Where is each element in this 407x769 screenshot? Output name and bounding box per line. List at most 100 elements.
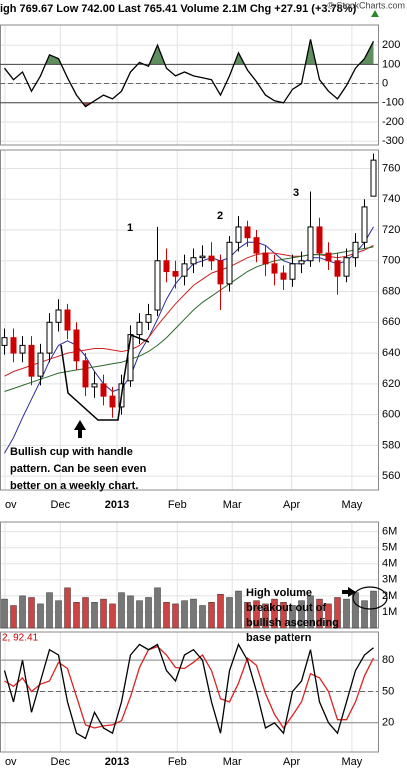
annotation: High volume <box>246 587 312 599</box>
candle-body <box>154 260 161 311</box>
candle-body <box>46 321 53 354</box>
annotation: Bullish cup with handle <box>10 446 133 458</box>
volume-bar <box>37 603 44 629</box>
candle-body <box>325 252 332 262</box>
volume-bar <box>253 600 260 629</box>
x-tick-label: ov <box>5 756 17 768</box>
candle-body <box>370 159 377 197</box>
y-tick-label: 100 <box>382 58 400 70</box>
y-tick-label: 4M <box>382 558 397 570</box>
volume-bar <box>208 602 215 629</box>
up-arrow-icon <box>371 10 379 17</box>
volume-bar <box>154 587 161 629</box>
candle-body <box>109 395 116 408</box>
y-tick-label: 6M <box>382 526 397 538</box>
candle-body <box>181 263 188 277</box>
y-tick-label: 740 <box>382 193 400 205</box>
candle-body <box>280 272 287 280</box>
panel-frame <box>0 24 379 146</box>
volume-bar <box>127 595 134 629</box>
x-tick-label: Apr <box>283 756 300 768</box>
y-tick-label: -200 <box>382 116 404 128</box>
candle-body <box>73 329 80 362</box>
candle-body <box>100 383 107 397</box>
x-tick-label: 2013 <box>105 499 129 511</box>
volume-bar <box>19 595 26 629</box>
volume-bar <box>10 605 17 629</box>
annotation: bullish ascending <box>246 617 339 629</box>
annotation: 1 <box>127 222 133 234</box>
candle-body <box>190 257 197 265</box>
volume-bar <box>181 600 188 629</box>
volume-bar <box>82 597 89 629</box>
annotation: better on a weekly chart. <box>10 480 138 492</box>
volume-bar <box>109 603 116 629</box>
cup-outline <box>60 333 150 421</box>
volume-bar <box>280 602 287 629</box>
y-tick-label: 50 <box>382 685 394 697</box>
copyright: © StockCharts.com <box>327 0 405 10</box>
volume-bar <box>361 600 368 629</box>
y-tick-label: -300 <box>382 135 404 147</box>
volume-bar <box>334 597 341 629</box>
volume-bar <box>73 602 80 629</box>
right-arrow <box>342 587 356 597</box>
y-tick-label: 2M <box>382 590 397 602</box>
candle-body <box>19 344 26 354</box>
volume-bar <box>145 597 152 629</box>
panel-frame <box>0 521 379 629</box>
y-tick-label: -100 <box>382 97 404 109</box>
indicator-line <box>3 642 374 740</box>
x-tick-label: Mar <box>223 756 242 768</box>
plot-layer: 200 100 0 -100 -200 -300 560 580 600 620 640 660 680… <box>0 24 404 768</box>
volume-highlight <box>352 586 388 610</box>
candle-body <box>235 226 242 243</box>
annotation: 3 <box>293 187 299 199</box>
candle-body <box>91 383 98 388</box>
y-tick-label: 20 <box>382 717 394 729</box>
candle-body <box>172 271 179 277</box>
candle-body <box>55 309 62 323</box>
volume-bar <box>289 605 296 629</box>
candle-body <box>253 237 260 254</box>
y-tick-label: 80 <box>382 654 394 666</box>
x-tick-label: Dec <box>51 756 71 768</box>
x-tick-label: May <box>342 756 363 768</box>
volume-bar <box>298 600 305 629</box>
candle-body <box>244 226 251 239</box>
candle-body <box>37 352 44 377</box>
x-tick-label: Apr <box>283 499 300 511</box>
volume-bar <box>100 598 107 629</box>
y-tick-label: 600 <box>382 409 400 421</box>
volume-bar <box>136 600 143 629</box>
volume-bar <box>217 594 224 629</box>
x-tick-label: Mar <box>223 499 242 511</box>
candle-body <box>136 321 143 336</box>
volume-bar <box>235 590 242 629</box>
annotation: pattern. Can be seen even <box>10 463 147 475</box>
candle-body <box>10 337 17 354</box>
y-tick-label: 620 <box>382 378 400 390</box>
volume-bar <box>190 598 197 629</box>
y-tick-label: 3M <box>382 574 397 586</box>
x-tick-label: Feb <box>168 756 187 768</box>
candle-body <box>208 255 215 262</box>
annotation: breakout out of <box>246 602 326 614</box>
volume-bar <box>64 587 71 629</box>
volume-bar <box>1 598 8 629</box>
annotation: base pattern <box>246 632 312 644</box>
candle-body <box>289 263 296 280</box>
volume-bar <box>91 602 98 629</box>
candle-body <box>271 263 278 274</box>
x-tick-label: ov <box>5 499 17 511</box>
y-tick-label: 1M <box>382 606 397 618</box>
volume-bar <box>28 597 35 629</box>
volume-bar <box>172 603 179 629</box>
y-tick-label: 5M <box>382 542 397 554</box>
y-tick-label: 0 <box>382 77 388 89</box>
y-tick-label: 660 <box>382 316 400 328</box>
candle-body <box>217 260 224 285</box>
candle-body <box>352 241 359 259</box>
candle-body <box>262 252 269 265</box>
